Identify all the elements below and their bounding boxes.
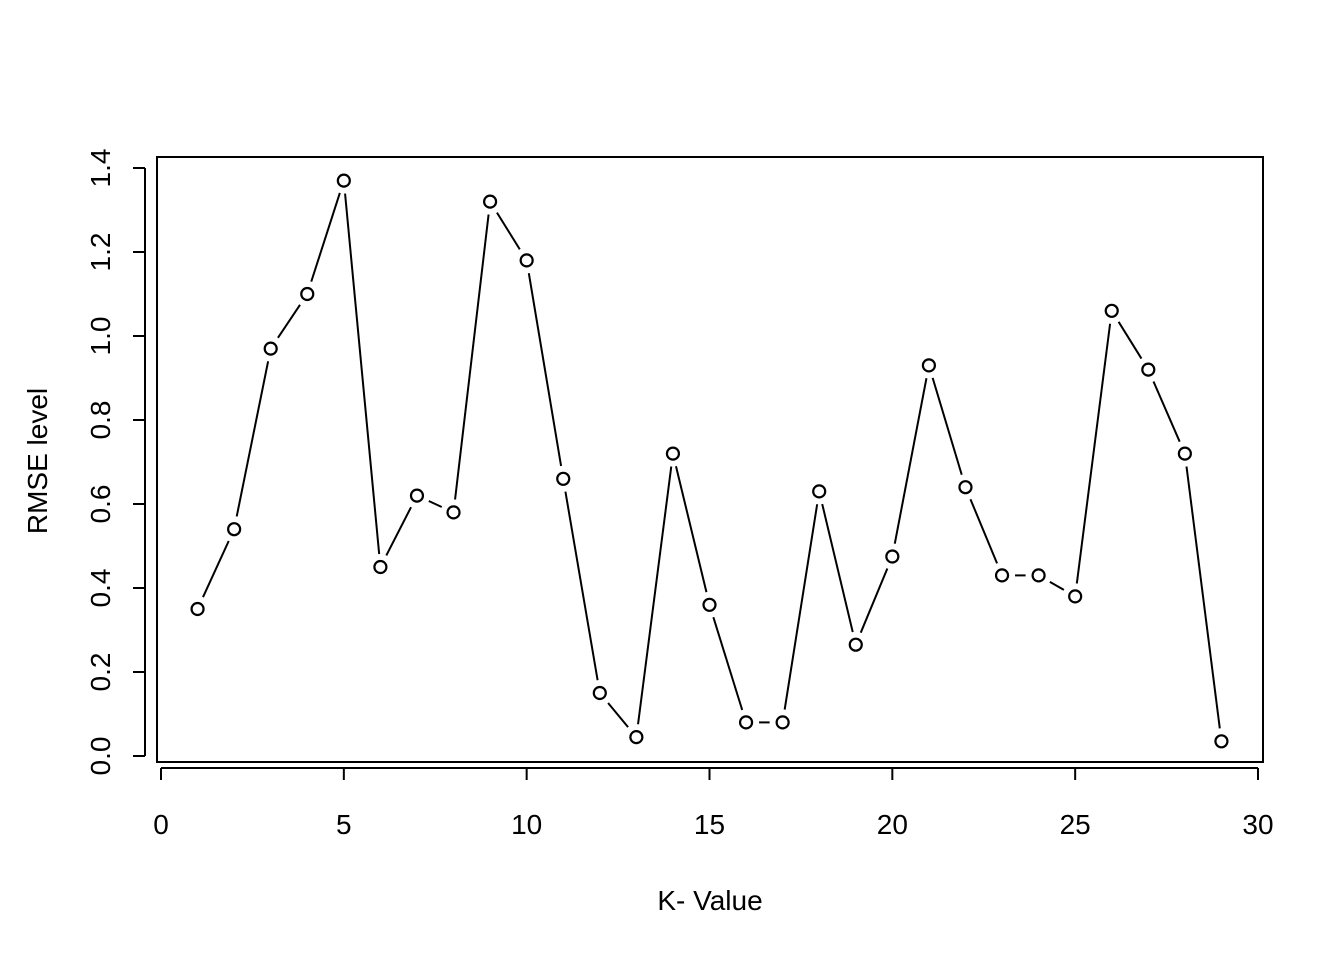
data-point [556,471,571,486]
y-axis: 0.0 0.2 0.4 0.6 0.8 1.0 1.2 1.4 [85,149,146,776]
data-point [336,173,351,188]
series-segment [893,377,928,544]
data-point [958,480,973,495]
y-tick-label: 1.4 [85,149,116,188]
series-segment [859,568,889,634]
series-segment [637,466,673,725]
series-segment [385,506,412,556]
data-point [227,522,242,537]
data-point [812,484,827,499]
series-segment [783,504,819,710]
data-point [775,715,790,730]
series-segment [202,540,230,598]
series-layer [190,173,1229,749]
series-segment [1117,321,1143,360]
data-point [1104,303,1119,318]
data-point [848,637,863,652]
x-axis-title: K- Value [657,885,762,916]
data-point [1031,568,1046,583]
y-tick-label: 0.8 [85,401,116,440]
series-segment [675,466,708,593]
data-point [519,253,534,268]
series-segment [496,212,521,250]
data-point [592,685,607,701]
y-tick-label: 0.0 [85,737,116,776]
data-point [885,549,900,564]
series-segment [564,491,599,681]
y-tick-label: 0.4 [85,569,116,608]
series-segment [712,616,744,711]
y-tick-label: 1.0 [85,317,116,356]
series-segment [428,500,443,508]
data-point [446,505,461,520]
series-segment [527,273,563,467]
data-point [738,715,754,730]
data-point [702,597,717,612]
data-point [263,341,278,356]
data-point [1141,362,1156,377]
series-segment [931,377,963,476]
x-tick-label: 15 [694,809,725,840]
data-point [994,568,1010,583]
x-axis: 0 5 10 15 20 25 30 [153,767,1274,840]
x-tick-label: 5 [336,809,352,840]
series-segment [235,361,270,517]
x-tick-label: 0 [153,809,169,840]
y-tick-label: 0.2 [85,653,116,692]
x-tick-label: 25 [1060,809,1091,840]
series-segment [277,304,301,339]
data-point [373,559,388,575]
data-point [1177,446,1192,461]
x-tick-label: 10 [511,809,542,840]
series-segment [454,214,490,500]
series-segment [1075,323,1112,584]
series-segment [821,503,854,633]
data-point [483,194,498,209]
y-tick-label: 1.2 [85,233,116,272]
series-segment [1049,581,1065,591]
x-tick-label: 30 [1242,809,1273,840]
data-point [921,358,937,373]
data-point [1068,589,1083,604]
series-segment [1152,381,1181,443]
data-point [300,286,315,302]
series-segment [344,193,381,555]
plot-frame [156,156,1264,763]
series-segment [607,702,629,728]
y-axis-title: RMSE level [22,388,53,534]
data-point [665,446,681,461]
data-point [409,488,425,503]
x-tick-label: 20 [877,809,908,840]
y-tick-label: 0.6 [85,485,116,524]
data-point [1214,734,1229,749]
series-segment [310,192,341,282]
series-segment [1185,466,1221,729]
series-segment [969,498,998,564]
data-point [190,601,205,617]
data-point [629,729,644,745]
